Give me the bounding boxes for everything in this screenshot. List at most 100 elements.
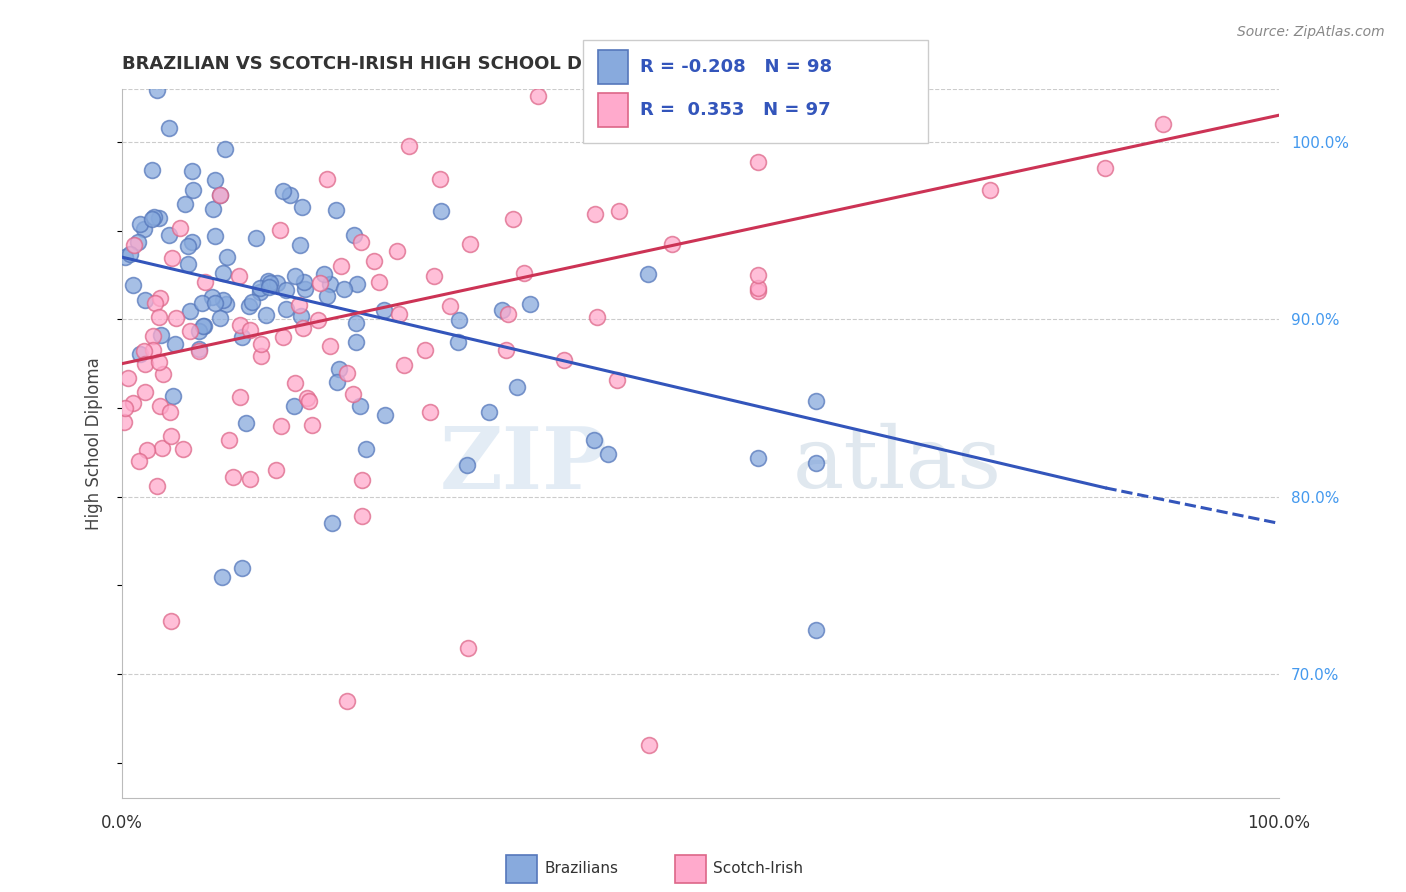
- Point: [491, 302, 513, 317]
- Point: [257, 274, 280, 288]
- Point: [457, 640, 479, 655]
- Point: [239, 472, 262, 486]
- Point: [502, 211, 524, 226]
- Point: [638, 738, 661, 752]
- Point: [458, 237, 481, 252]
- Point: [159, 429, 181, 443]
- Point: [637, 267, 659, 281]
- Point: [298, 394, 321, 409]
- Point: [447, 313, 470, 327]
- Text: R =  0.353   N = 97: R = 0.353 N = 97: [640, 101, 831, 119]
- Point: [274, 283, 297, 297]
- Point: [330, 259, 353, 273]
- Point: [191, 295, 214, 310]
- Point: [747, 86, 769, 100]
- Point: [350, 235, 373, 249]
- Point: [429, 171, 451, 186]
- Point: [301, 418, 323, 433]
- Point: [249, 285, 271, 299]
- Text: ZIP: ZIP: [440, 423, 607, 507]
- Point: [349, 399, 371, 413]
- Point: [439, 299, 461, 313]
- Point: [363, 254, 385, 268]
- Point: [373, 303, 395, 318]
- Point: [747, 66, 769, 80]
- Point: [496, 308, 519, 322]
- Point: [392, 358, 415, 372]
- Point: [553, 352, 575, 367]
- Point: [249, 281, 271, 295]
- Point: [321, 516, 343, 531]
- Point: [423, 268, 446, 283]
- Point: [212, 266, 235, 280]
- Text: Scotch-Irish: Scotch-Irish: [713, 862, 803, 876]
- Point: [235, 416, 257, 430]
- Point: [495, 343, 517, 358]
- Point: [606, 373, 628, 387]
- Point: [254, 308, 277, 322]
- Point: [283, 400, 305, 414]
- Point: [806, 457, 828, 471]
- Point: [271, 330, 294, 344]
- Point: [583, 207, 606, 221]
- Point: [212, 293, 235, 307]
- Point: [163, 336, 186, 351]
- Point: [211, 569, 233, 583]
- Point: [344, 334, 367, 349]
- Point: [218, 433, 240, 447]
- Point: [180, 235, 202, 249]
- Point: [128, 347, 150, 361]
- Point: [292, 275, 315, 289]
- Point: [325, 375, 347, 389]
- Point: [288, 298, 311, 312]
- Point: [201, 202, 224, 217]
- Y-axis label: High School Diploma: High School Diploma: [86, 357, 103, 530]
- Point: [368, 275, 391, 289]
- Point: [122, 238, 145, 252]
- Point: [134, 357, 156, 371]
- Point: [280, 187, 302, 202]
- Point: [152, 367, 174, 381]
- Point: [290, 237, 312, 252]
- Point: [747, 450, 769, 465]
- Point: [148, 211, 170, 225]
- Point: [747, 280, 769, 294]
- Point: [747, 268, 769, 282]
- Point: [747, 154, 769, 169]
- Point: [342, 387, 364, 401]
- Point: [142, 329, 165, 343]
- Point: [208, 187, 231, 202]
- Point: [148, 310, 170, 324]
- Point: [179, 303, 201, 318]
- Point: [336, 366, 359, 380]
- Point: [142, 210, 165, 224]
- Point: [315, 289, 337, 303]
- Point: [319, 339, 342, 353]
- Point: [290, 309, 312, 323]
- Point: [238, 323, 260, 337]
- Point: [120, 247, 142, 261]
- Point: [162, 389, 184, 403]
- Point: [354, 442, 377, 456]
- Point: [297, 391, 319, 405]
- Point: [204, 228, 226, 243]
- Point: [661, 237, 683, 252]
- Point: [633, 87, 655, 101]
- Point: [194, 275, 217, 289]
- Point: [284, 376, 307, 391]
- Point: [134, 384, 156, 399]
- Point: [294, 282, 316, 296]
- Point: [343, 227, 366, 242]
- Point: [201, 290, 224, 304]
- Point: [350, 473, 373, 487]
- Point: [231, 330, 253, 344]
- Point: [259, 277, 281, 291]
- Point: [229, 318, 252, 332]
- Point: [112, 415, 135, 429]
- Text: BRAZILIAN VS SCOTCH-IRISH HIGH SCHOOL DIPLOMA CORRELATION CHART: BRAZILIAN VS SCOTCH-IRISH HIGH SCHOOL DI…: [122, 55, 882, 73]
- Point: [271, 184, 294, 198]
- Point: [128, 454, 150, 468]
- Point: [129, 217, 152, 231]
- Point: [1094, 161, 1116, 175]
- Point: [979, 183, 1001, 197]
